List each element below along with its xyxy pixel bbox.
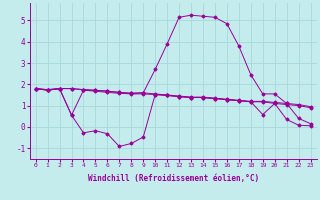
X-axis label: Windchill (Refroidissement éolien,°C): Windchill (Refroidissement éolien,°C) — [88, 174, 259, 183]
